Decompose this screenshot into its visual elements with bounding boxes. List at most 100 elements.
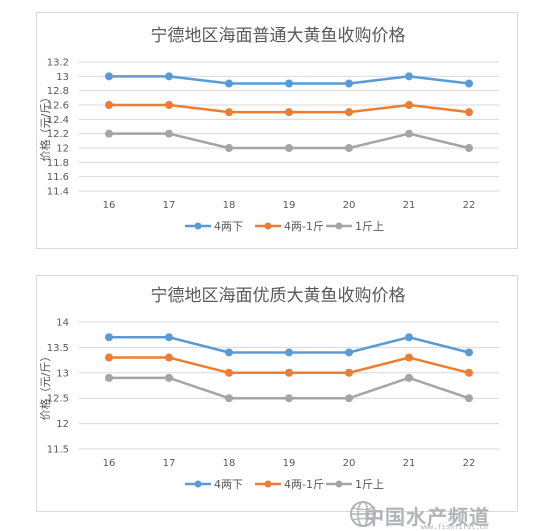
legend-swatch-marker [264, 222, 272, 230]
x-tick-label: 20 [343, 458, 356, 469]
data-point [225, 394, 233, 403]
y-tick-label: 14 [56, 318, 69, 329]
legend-label: 1斤上 [355, 478, 384, 491]
legend-label: 4两-1斤 [284, 220, 324, 233]
data-point [345, 144, 353, 152]
y-tick-label: 11.4 [47, 187, 69, 198]
data-point [105, 101, 113, 109]
legend-item: 4两-1斤 [255, 478, 324, 491]
data-point [285, 108, 293, 117]
data-point [465, 368, 473, 377]
data-point [405, 72, 413, 81]
y-tick-label: 13.5 [47, 343, 69, 354]
y-tick-label: 12.4 [47, 115, 69, 126]
y-tick-label: 11.6 [47, 172, 69, 183]
data-point [105, 353, 113, 362]
x-tick-label: 18 [223, 458, 236, 469]
data-point [105, 373, 113, 382]
data-point [285, 368, 293, 377]
x-tick-label: 19 [283, 458, 296, 469]
legend-swatch-marker [264, 480, 272, 488]
data-point [225, 348, 233, 357]
data-point [405, 373, 413, 382]
data-point [165, 129, 173, 138]
data-point [165, 333, 173, 342]
x-tick-label: 21 [403, 458, 416, 469]
line-chart-ordinary: 宁德地区海面普通大黄鱼收购价格 13.2 13 12.8 12.6 12.4 12.2 12 1… [38, 26, 499, 233]
x-tick-label: 16 [103, 458, 116, 469]
y-tick-label: 13.2 [47, 58, 69, 69]
data-point [345, 108, 353, 117]
data-point [285, 144, 293, 152]
chart-title: 宁德地区海面优质大黄鱼收购价格 [151, 286, 406, 306]
data-point [105, 333, 113, 342]
data-point [165, 101, 173, 109]
x-tick-label: 22 [463, 200, 476, 211]
data-point [105, 72, 113, 81]
x-tick-label: 21 [403, 200, 416, 211]
y-tick-label: 11.5 [47, 445, 69, 456]
legend-item: 4两-1斤 [255, 220, 324, 233]
x-tick-label: 17 [163, 458, 176, 469]
data-point [405, 333, 413, 342]
data-point [465, 394, 473, 403]
x-tick-label: 20 [343, 200, 356, 211]
legend-label: 4两下 [214, 220, 243, 233]
data-point [405, 353, 413, 362]
legend-swatch-marker [194, 222, 202, 230]
data-point [285, 348, 293, 357]
chart-frame-ordinary: 宁德地区海面普通大黄鱼收购价格 13.2 13 12.8 12.6 12.4 12.2 12 1… [36, 12, 518, 249]
globe-icon [350, 501, 376, 527]
y-axis-label: 价格（元/斤） [38, 351, 52, 421]
y-tick-label: 12.2 [47, 129, 69, 140]
y-tick-label: 12 [56, 144, 69, 155]
data-point [105, 129, 113, 138]
data-point [345, 348, 353, 357]
chart-frame-premium: 宁德地区海面优质大黄鱼收购价格 14 13.5 13 12.5 12 11.5 价格（元/斤）… [36, 275, 518, 512]
data-point [465, 144, 473, 152]
legend-swatch-marker [335, 222, 343, 230]
data-point [405, 101, 413, 109]
watermark-subtext: www.fishfirst.cn [420, 523, 488, 531]
data-point [225, 368, 233, 377]
watermark-text: 中国水产频道 [364, 505, 490, 529]
data-point [405, 129, 413, 138]
data-point [465, 348, 473, 357]
data-point [225, 79, 233, 88]
data-point [345, 79, 353, 88]
legend-label: 4两下 [214, 478, 243, 491]
y-tick-label: 12.6 [47, 101, 69, 112]
legend-item: 1斤上 [326, 220, 384, 233]
legend-swatch-marker [194, 480, 202, 488]
data-point [225, 144, 233, 152]
legend-label: 4两-1斤 [284, 478, 324, 491]
y-tick-label: 13 [56, 72, 69, 83]
legend-swatch-marker [335, 480, 343, 488]
y-tick-label: 12.8 [47, 86, 69, 97]
data-point [165, 373, 173, 382]
data-point [465, 108, 473, 117]
data-point [345, 368, 353, 377]
y-tick-label: 13 [56, 368, 69, 379]
legend-item: 1斤上 [326, 478, 384, 491]
data-point [465, 79, 473, 88]
x-tick-label: 19 [283, 200, 296, 211]
legend-item: 4两下 [185, 478, 243, 491]
legend-label: 1斤上 [355, 220, 384, 233]
data-point [285, 79, 293, 88]
y-tick-label: 11.8 [47, 158, 69, 169]
line-chart-premium: 宁德地区海面优质大黄鱼收购价格 14 13.5 13 12.5 12 11.5 价格（元/斤）… [38, 286, 499, 491]
watermark: 中国水产频道 www.fishfirst.cn [348, 501, 528, 531]
y-tick-label: 12 [56, 419, 69, 430]
y-tick-label: 12.5 [47, 394, 69, 405]
y-axis-label: 价格（元/斤） [38, 92, 52, 162]
data-point [285, 394, 293, 403]
data-point [165, 353, 173, 362]
x-tick-label: 16 [103, 200, 116, 211]
x-tick-label: 17 [163, 200, 176, 211]
data-point [165, 72, 173, 81]
legend-item: 4两下 [185, 220, 243, 233]
data-point [345, 394, 353, 403]
chart-title: 宁德地区海面普通大黄鱼收购价格 [151, 26, 406, 46]
x-tick-label: 18 [223, 200, 236, 211]
